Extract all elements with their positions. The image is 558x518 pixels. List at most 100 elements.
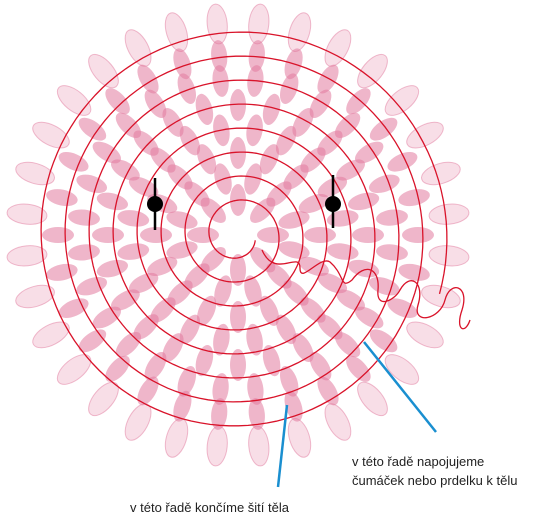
stitch xyxy=(124,29,152,67)
stitch xyxy=(92,141,122,164)
stitch xyxy=(96,192,128,211)
stitch xyxy=(262,93,281,125)
stitch xyxy=(42,227,74,243)
stitch xyxy=(317,130,343,156)
stitch xyxy=(117,210,150,227)
stitch xyxy=(246,114,263,147)
stitch xyxy=(428,245,470,267)
stitch xyxy=(262,345,281,377)
annotation: v této řadě napojujeme xyxy=(352,454,484,469)
stitch xyxy=(137,64,159,94)
stitch xyxy=(287,418,312,458)
stitch xyxy=(354,141,384,164)
stitch xyxy=(110,159,140,181)
stitch xyxy=(292,107,314,137)
stitch xyxy=(230,349,246,381)
stitch xyxy=(179,125,201,156)
stitch xyxy=(387,298,418,318)
stitch xyxy=(88,381,119,417)
stitch xyxy=(336,159,366,181)
stitch xyxy=(212,373,229,405)
stitch xyxy=(275,314,297,345)
stitch xyxy=(173,48,192,80)
stitch xyxy=(309,89,332,119)
stitch xyxy=(324,29,352,67)
stitch xyxy=(406,321,444,349)
stitch xyxy=(162,107,184,137)
stitch xyxy=(352,227,384,243)
stitch xyxy=(211,40,228,72)
stitch xyxy=(275,125,297,156)
stitch xyxy=(133,314,159,340)
stitch xyxy=(76,276,108,296)
stitch xyxy=(259,144,279,175)
stitch xyxy=(197,144,217,175)
stitch xyxy=(348,259,380,278)
stitch xyxy=(6,203,48,225)
stitch xyxy=(187,227,219,243)
stitch xyxy=(279,365,299,397)
stitch xyxy=(206,3,228,45)
stitch xyxy=(92,227,124,243)
stitch xyxy=(257,227,289,243)
stitch xyxy=(117,243,150,260)
yarn-loops xyxy=(261,249,471,330)
stitch xyxy=(197,295,217,326)
stitch xyxy=(369,117,398,141)
stitch xyxy=(15,284,55,309)
stitch xyxy=(387,152,418,172)
stitch xyxy=(164,418,189,458)
stitch xyxy=(46,189,78,207)
leader-line xyxy=(276,404,289,488)
stitch xyxy=(177,365,197,397)
stitch xyxy=(376,244,408,261)
stitch xyxy=(317,64,339,94)
stitch xyxy=(230,254,246,286)
stitch xyxy=(46,263,78,281)
stitch xyxy=(78,117,107,141)
stitch xyxy=(128,176,159,198)
stitch xyxy=(110,289,140,311)
stitch xyxy=(248,40,265,72)
stitch xyxy=(326,210,359,227)
stitch xyxy=(368,276,400,296)
stitch xyxy=(246,323,263,356)
stitch xyxy=(140,227,172,243)
stitch xyxy=(406,121,444,149)
stitch xyxy=(398,263,430,281)
stitch xyxy=(248,425,270,467)
stitch xyxy=(376,209,408,226)
stitch xyxy=(206,425,228,467)
stitch xyxy=(124,403,152,441)
stitch xyxy=(230,89,246,121)
stitch xyxy=(421,161,461,186)
stitch xyxy=(32,121,70,149)
stitch xyxy=(177,73,197,105)
stitch xyxy=(348,192,380,211)
stitch xyxy=(147,256,178,276)
stitch xyxy=(384,354,420,385)
stitch xyxy=(334,112,361,139)
stitch xyxy=(105,355,130,382)
stitch xyxy=(317,314,343,340)
stitch xyxy=(15,161,55,186)
stitch xyxy=(346,88,371,115)
stitch xyxy=(115,112,142,139)
stitch xyxy=(96,259,128,278)
stitch xyxy=(144,89,167,119)
stitch xyxy=(278,241,310,259)
stitch xyxy=(292,333,314,363)
stitch xyxy=(68,244,100,261)
stitch xyxy=(421,284,461,309)
stitch xyxy=(309,351,332,381)
stitch xyxy=(32,321,70,349)
stitch xyxy=(248,3,270,45)
stitch xyxy=(357,53,388,89)
stitch xyxy=(56,85,92,116)
stitch xyxy=(128,272,159,294)
stitch-petals xyxy=(6,3,470,467)
stitch xyxy=(357,381,388,417)
stitch xyxy=(279,73,299,105)
stitch xyxy=(144,351,167,381)
stitch xyxy=(173,390,192,422)
